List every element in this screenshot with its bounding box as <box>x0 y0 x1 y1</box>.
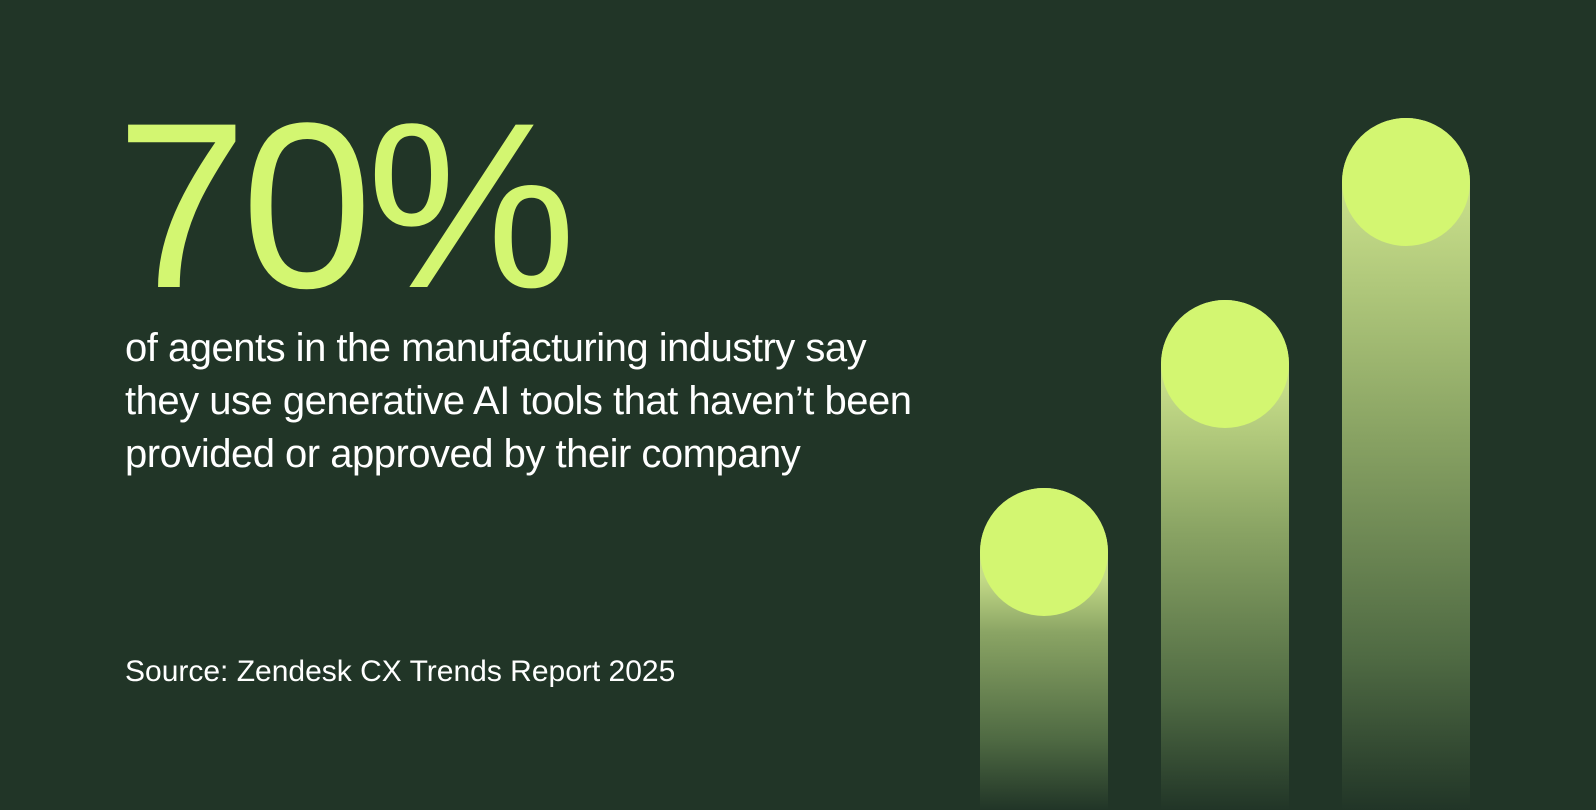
bar-short <box>980 488 1108 810</box>
stat-description: of agents in the manufacturing industry … <box>125 326 912 476</box>
bar-cap <box>1342 118 1470 246</box>
bar-medium <box>1161 300 1289 810</box>
source-citation: Source: Zendesk CX Trends Report 2025 <box>125 655 676 688</box>
bar-tall <box>1342 118 1470 810</box>
bar-cap <box>980 488 1108 616</box>
stat-value: 70% <box>116 74 576 338</box>
bar-cap <box>1161 300 1289 428</box>
